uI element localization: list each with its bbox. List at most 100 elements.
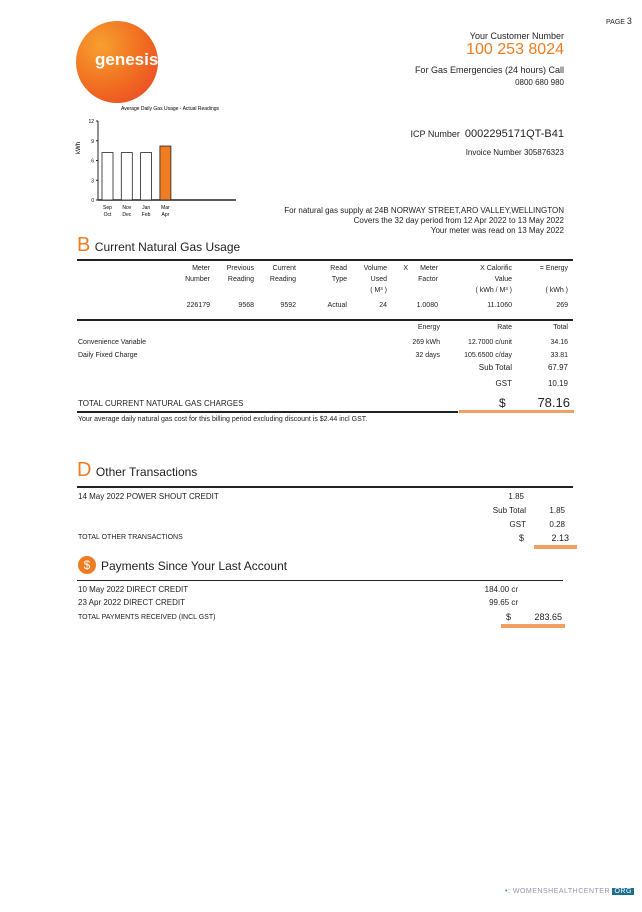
- section-letter: D: [77, 459, 92, 481]
- usage-header-cell: Meter: [420, 265, 438, 272]
- y-tick-label: 6: [91, 159, 94, 165]
- payment-amount: 184.00 cr: [484, 585, 518, 594]
- col-total: Total: [553, 324, 568, 331]
- invoice-value: 305876323: [523, 148, 564, 157]
- logo-text: genesis: [95, 50, 159, 69]
- usage-header-cell: ( M³ ): [370, 287, 387, 294]
- usage-cell: 269: [556, 302, 568, 309]
- supply-info: For natural gas supply at 24B NORWAY STR…: [284, 206, 564, 236]
- invoice-label: Invoice Number: [465, 148, 522, 157]
- payment-amount: 99.65 cr: [489, 598, 518, 607]
- chart-bar: [120, 152, 133, 201]
- x-tick-label: Mar: [161, 205, 170, 211]
- other-item-amount: 1.85: [508, 492, 524, 501]
- x-tick-label: Jan: [142, 205, 150, 211]
- x-tick-label: Sep: [103, 205, 112, 211]
- other-item-label: 14 May 2022 POWER SHOUT CREDIT: [78, 492, 219, 501]
- charge-energy: 269 kWh: [412, 339, 440, 346]
- x-tick-label: Dec: [122, 212, 131, 218]
- usage-header-cell: ( kWh / M³ ): [475, 287, 512, 294]
- col-rate: Rate: [497, 324, 512, 331]
- usage-section-heading: B Current Natural Gas Usage: [77, 234, 240, 257]
- section-title: Current Natural Gas Usage: [94, 240, 241, 254]
- customer-number-label: Your Customer Number: [469, 31, 564, 41]
- usage-header-cell: Reading: [227, 276, 254, 283]
- genesis-logo: genesis: [76, 21, 158, 103]
- y-tick-label: 0: [91, 198, 94, 204]
- section-title: Other Transactions: [95, 465, 198, 479]
- charge-rate: 12.7000 c/unit: [468, 339, 512, 346]
- usage-header-cell: X Calorific: [480, 265, 512, 272]
- usage-header-cell: Meter: [192, 265, 210, 272]
- subtotal: 1.85: [549, 506, 565, 515]
- section-letter: B: [77, 234, 91, 256]
- usage-header-cell: Previous: [226, 265, 254, 272]
- gst: 0.28: [549, 520, 565, 529]
- supply-address: For natural gas supply at 24B NORWAY STR…: [284, 206, 564, 215]
- usage-header-cell: Number: [185, 276, 210, 283]
- dollar-icon: $: [78, 556, 96, 574]
- gst: 10.19: [547, 379, 568, 388]
- page-label: PAGE: [606, 19, 625, 26]
- usage-header-cell: Read: [330, 265, 347, 272]
- usage-header-cell: Type: [331, 276, 347, 283]
- total: 283.65: [534, 612, 562, 622]
- total-label: TOTAL OTHER TRANSACTIONS: [78, 534, 183, 541]
- total: 2.13: [551, 533, 569, 543]
- usage-header-cell: Used: [370, 276, 387, 283]
- y-tick-label: 12: [88, 119, 94, 125]
- chart-bar: [159, 145, 172, 201]
- col-energy: Energy: [417, 324, 440, 331]
- usage-header-cell: Current: [272, 265, 296, 272]
- subtotal-label: Sub Total: [492, 506, 526, 515]
- emergency-label: For Gas Emergencies (24 hours) Call: [414, 65, 564, 75]
- supply-period: Covers the 32 day period from 12 Apr 202…: [353, 216, 564, 225]
- gst-label: GST: [509, 520, 526, 529]
- payment-label: 10 May 2022 DIRECT CREDIT: [78, 585, 189, 594]
- usage-header-cell: X: [403, 265, 408, 272]
- meter-read-date: Your meter was read on 13 May 2022: [430, 226, 564, 235]
- usage-cell: 9592: [280, 302, 296, 309]
- charge-rate: 105.6500 c/day: [464, 352, 512, 359]
- usage-chart: Average Daily Gas Usage - Actual Reading…: [76, 106, 236, 218]
- charge-label: Convenience Variable: [78, 339, 146, 346]
- subtotal-label: Sub Total: [478, 363, 512, 372]
- usage-header-cell: = Energy: [539, 265, 568, 272]
- subtotal: 67.97: [547, 363, 568, 372]
- other-section-heading: D Other Transactions: [77, 459, 197, 482]
- currency: $: [519, 533, 525, 543]
- total: 78.16: [537, 395, 570, 410]
- watermark-suffix: ORG: [612, 888, 634, 895]
- chart-bar: [101, 152, 114, 201]
- average-cost-note: Your average daily natural gas cost for …: [78, 416, 368, 423]
- section-title: Payments Since Your Last Account: [101, 559, 288, 573]
- usage-cell: 9568: [238, 302, 254, 309]
- icp-value: 0002295171QT-B41: [464, 128, 564, 140]
- currency: $: [499, 396, 506, 410]
- page-number: PAGE 3: [606, 16, 632, 26]
- watermark-text: WOMENSHEALTHCENTER: [512, 888, 611, 895]
- x-tick-label: Feb: [142, 212, 151, 218]
- usage-header-cell: Reading: [269, 276, 296, 283]
- chart-ylabel: kWh: [76, 142, 82, 154]
- y-tick-label: 3: [91, 178, 94, 184]
- x-tick-label: Nov: [122, 205, 131, 211]
- icp: ICP Number 0002295171QT-B41: [411, 128, 564, 140]
- total-label: TOTAL PAYMENTS RECEIVED (INCL GST): [78, 614, 216, 621]
- total-label: TOTAL CURRENT NATURAL GAS CHARGES: [78, 399, 244, 408]
- usage-header-cell: ( kWh ): [545, 287, 568, 294]
- usage-cell: 1.0080: [416, 302, 438, 309]
- usage-cell: Actual: [327, 302, 347, 309]
- chart-title: Average Daily Gas Usage - Actual Reading…: [121, 106, 220, 112]
- x-tick-label: Oct: [104, 212, 112, 218]
- page-num: 3: [626, 16, 632, 26]
- gst-label: GST: [495, 379, 512, 388]
- charge-total: 34.16: [550, 339, 568, 346]
- currency: $: [506, 612, 512, 622]
- usage-cell: 11.1060: [487, 302, 512, 309]
- emergency-phone: 0800 680 980: [515, 78, 564, 87]
- invoice: Invoice Number 305876323: [466, 148, 564, 157]
- charge-total: 33.81: [550, 352, 568, 359]
- customer-number: 100 253 8024: [466, 41, 564, 58]
- charge-label: Daily Fixed Charge: [78, 352, 138, 359]
